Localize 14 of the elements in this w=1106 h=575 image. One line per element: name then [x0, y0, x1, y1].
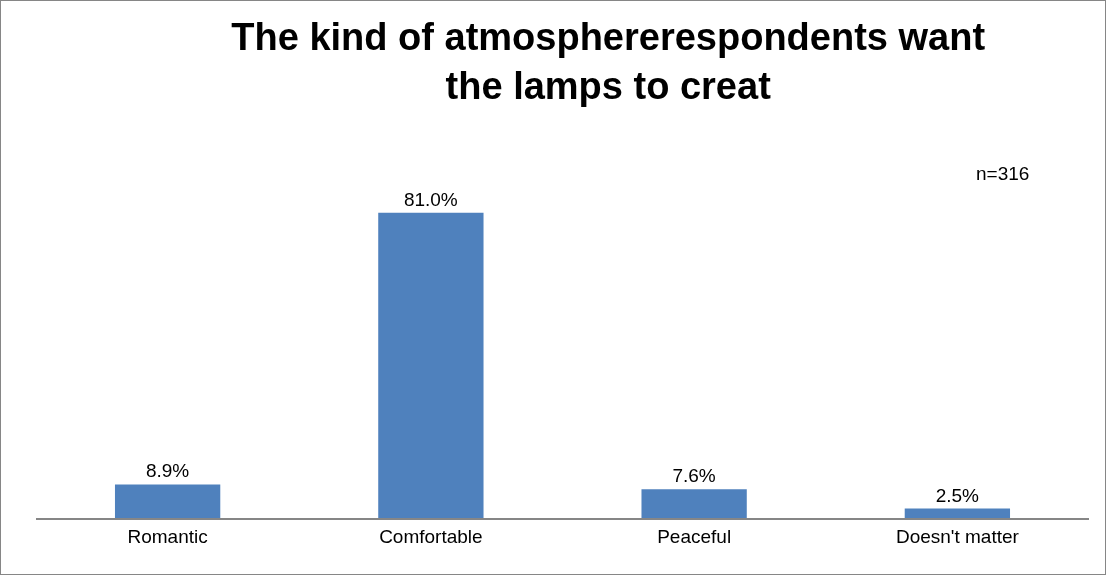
x-tick-label: Comfortable — [379, 525, 483, 547]
bar — [904, 508, 1011, 518]
data-label: 7.6% — [672, 465, 716, 487]
bar — [378, 212, 484, 518]
bar — [114, 484, 221, 518]
x-tick-label: Peaceful — [657, 525, 732, 547]
bar — [641, 489, 747, 518]
x-tick-label: Doesn't matter — [895, 525, 1020, 547]
x-tick-label: Romantic — [127, 525, 208, 547]
data-label: 2.5% — [935, 484, 980, 506]
chart-title: The kind of atmosphererespondents want the lamps to creat — [231, 15, 986, 108]
text: n=316 — [976, 163, 1030, 184]
data-label: 81.0% — [403, 188, 458, 210]
data-label: 8.9% — [145, 460, 190, 482]
